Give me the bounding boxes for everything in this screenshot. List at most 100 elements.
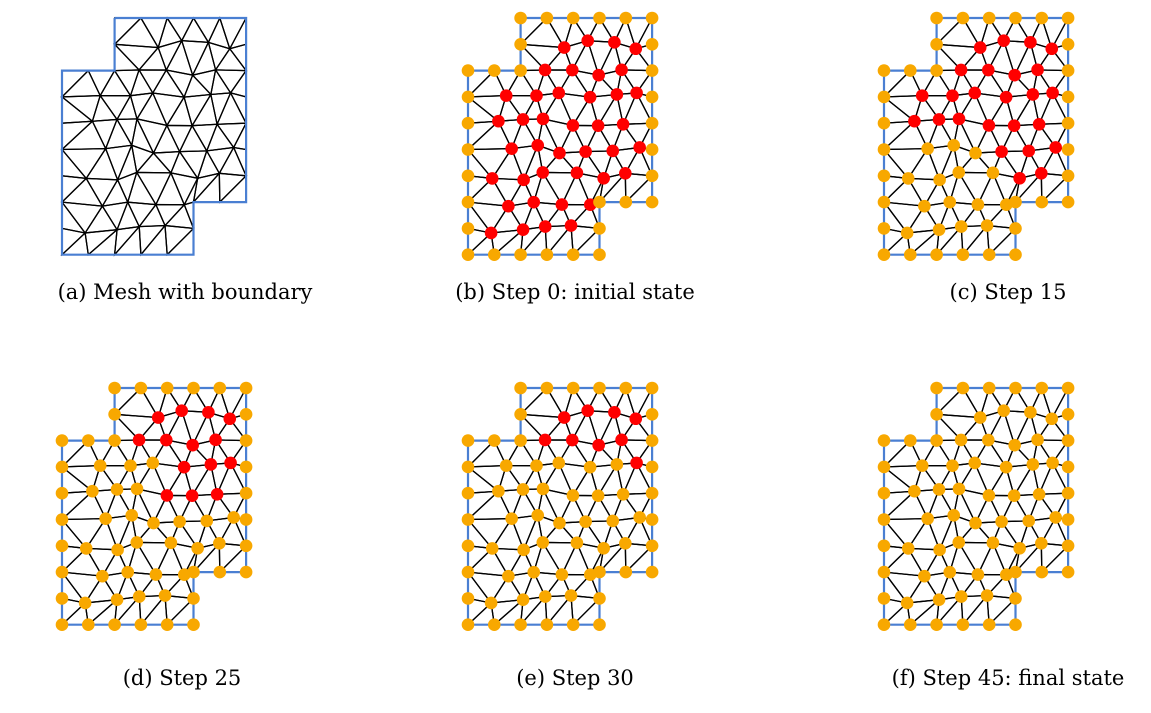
fixed-node [566, 618, 580, 631]
fixed-node [932, 483, 946, 496]
fixed-node [904, 434, 917, 447]
fixed-node [488, 64, 501, 77]
fixed-node [877, 248, 891, 261]
free-node [997, 34, 1011, 47]
fixed-node [1009, 248, 1022, 261]
fixed-node [540, 248, 554, 261]
fixed-node [213, 381, 227, 395]
domain-boundary [466, 16, 654, 256]
fixed-node [514, 408, 527, 421]
mesh-triangle [137, 46, 168, 71]
fixed-node [954, 590, 968, 603]
mesh-plot-b [461, 11, 659, 261]
fixed-node [570, 536, 584, 550]
mesh-triangle [163, 203, 195, 230]
fixed-node [55, 434, 69, 447]
fixed-node [900, 226, 914, 240]
free-node [557, 41, 571, 54]
fixed-node [485, 542, 499, 555]
free-node [177, 460, 191, 474]
fixed-node [933, 173, 946, 187]
fixed-node [492, 484, 505, 498]
fixed-node [645, 513, 659, 526]
fixed-node [932, 223, 946, 236]
fixed-node [461, 618, 475, 631]
fixed-node [901, 172, 915, 185]
caption-d: (d) Step 25 [122, 666, 242, 690]
free-node [517, 173, 530, 187]
fixed-node [461, 486, 475, 500]
mesh-plot-e [461, 381, 659, 631]
fixed-node [461, 434, 475, 447]
fixed-node [593, 248, 606, 261]
fixed-node [593, 565, 606, 579]
fixed-node [461, 248, 475, 261]
fixed-node [160, 381, 174, 395]
fixed-node [536, 482, 550, 496]
free-node [592, 438, 605, 452]
fixed-node [187, 381, 200, 395]
free-node [536, 166, 550, 179]
free-node [932, 113, 946, 126]
fixed-node [943, 565, 957, 579]
fixed-node [505, 512, 518, 525]
fixed-node [239, 460, 253, 474]
fixed-node [904, 64, 917, 77]
fixed-node [461, 222, 475, 235]
fixed-node [1009, 618, 1022, 631]
fixed-node [981, 433, 995, 447]
fixed-node [932, 593, 946, 606]
fixed-node [1061, 565, 1075, 579]
fixed-node [530, 459, 543, 472]
fixed-node [1061, 169, 1075, 183]
fixed-node [55, 486, 69, 500]
fixed-node [877, 565, 891, 579]
fixed-node [930, 381, 943, 395]
fixed-node [461, 460, 475, 474]
fixed-node [968, 456, 982, 470]
mesh-triangle [154, 171, 186, 206]
free-node [552, 86, 566, 100]
fixed-node [1061, 460, 1075, 474]
mesh-triangle [115, 93, 138, 121]
domain-boundary [882, 386, 1070, 626]
mesh-triangle [83, 204, 119, 234]
mesh-triangle [61, 200, 87, 234]
fixed-node [239, 408, 253, 421]
fixed-node [1061, 539, 1075, 553]
fixed-node [146, 456, 160, 470]
fixed-node [619, 11, 633, 25]
free-node [570, 166, 584, 180]
fixed-node [125, 508, 139, 522]
free-node [210, 487, 224, 501]
fixed-node [108, 381, 121, 395]
free-node [610, 88, 624, 101]
free-node [619, 167, 632, 180]
fixed-node [488, 434, 501, 447]
free-node [608, 36, 621, 49]
fixed-node [239, 565, 253, 579]
fixed-node [877, 195, 891, 209]
fixed-node [1049, 511, 1062, 524]
free-node [202, 406, 215, 419]
free-node [915, 89, 929, 102]
fixed-node [130, 536, 144, 549]
fixed-node [877, 116, 891, 130]
fixed-node [645, 381, 659, 395]
fixed-node [1009, 565, 1022, 579]
fixed-node [982, 489, 996, 502]
free-node [954, 63, 968, 77]
fixed-node [930, 434, 943, 447]
free-node [132, 433, 146, 447]
caption-a: (a) Mesh with boundary [57, 280, 313, 304]
fixed-node [918, 569, 931, 583]
fixed-node [877, 222, 891, 235]
fixed-node [1035, 11, 1049, 25]
fixed-node [1031, 433, 1044, 447]
fixed-node [877, 143, 891, 156]
mesh-triangle [178, 124, 208, 153]
fixed-node [239, 434, 253, 447]
fixed-node [121, 565, 135, 579]
fixed-node [593, 222, 606, 235]
fixed-node [645, 38, 659, 51]
